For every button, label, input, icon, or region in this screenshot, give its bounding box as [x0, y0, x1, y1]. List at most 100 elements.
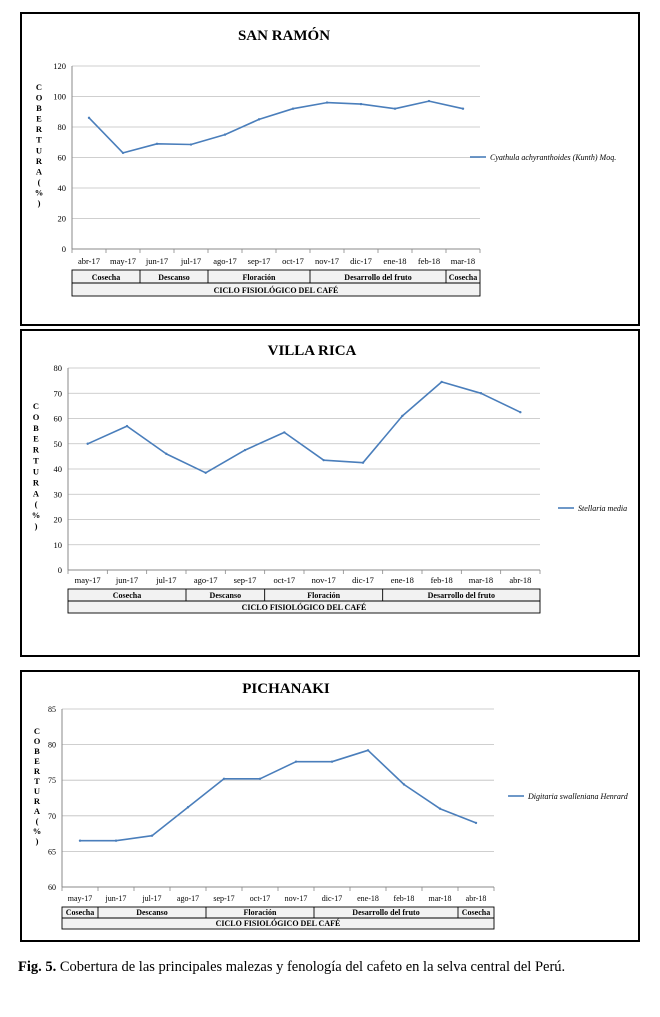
- data-point-pichanaki-11: [474, 821, 478, 825]
- data-point-san-ramon-1: [121, 151, 125, 155]
- legend-label-san-ramon: Cyathula achyranthoides (Kunth) Moq.: [490, 153, 616, 162]
- y-axis-label-letter-pichanaki-11: ): [36, 836, 39, 846]
- x-tick-label-villa-rica-9: feb-18: [431, 575, 453, 585]
- chart-title-san-ramon: SAN RAMÓN: [238, 27, 330, 44]
- y-axis-label-letter-villa-rica-5: T: [33, 456, 39, 466]
- y-axis-label-letter-san-ramon-2: B: [36, 103, 42, 113]
- data-point-pichanaki-10: [438, 807, 442, 810]
- y-axis-label-letter-pichanaki-0: C: [34, 726, 40, 736]
- y-tick-label-villa-rica-6: 60: [54, 414, 63, 424]
- data-point-san-ramon-6: [291, 107, 295, 110]
- y-axis-label-letter-villa-rica-4: R: [33, 445, 40, 455]
- y-axis-label-letter-san-ramon-9: (: [38, 177, 41, 187]
- figure-caption: Fig. 5. Cobertura de las principales mal…: [18, 956, 648, 978]
- data-point-pichanaki-7: [330, 760, 334, 763]
- x-tick-label-san-ramon-1: may-17: [110, 256, 136, 266]
- phase-label-pichanaki-4: Cosecha: [462, 908, 490, 917]
- data-point-villa-rica-11: [519, 410, 522, 414]
- data-point-villa-rica-1: [125, 424, 129, 428]
- y-tick-label-villa-rica-7: 70: [54, 388, 63, 398]
- data-point-villa-rica-2: [165, 452, 168, 456]
- x-tick-label-villa-rica-5: oct-17: [273, 575, 295, 585]
- data-point-pichanaki-3: [186, 806, 190, 809]
- y-axis-label-letter-san-ramon-6: U: [36, 145, 42, 155]
- y-axis-label-letter-villa-rica-8: A: [33, 488, 40, 498]
- x-tick-label-san-ramon-7: nov-17: [315, 256, 339, 266]
- y-axis-label-letter-san-ramon-7: R: [36, 156, 43, 166]
- y-axis-label-letter-pichanaki-9: (: [36, 816, 39, 826]
- x-tick-label-san-ramon-11: mar-18: [451, 256, 475, 266]
- y-tick-label-villa-rica-0: 0: [58, 565, 62, 575]
- x-tick-label-san-ramon-6: oct-17: [282, 256, 304, 266]
- x-tick-label-san-ramon-2: jun-17: [145, 256, 168, 266]
- y-axis-label-letter-villa-rica-1: O: [33, 412, 40, 422]
- data-point-san-ramon-7: [325, 101, 329, 104]
- data-point-pichanaki-6: [294, 760, 298, 763]
- data-point-san-ramon-2: [155, 142, 159, 145]
- y-tick-label-san-ramon-1: 20: [58, 214, 67, 224]
- y-axis-label-letter-san-ramon-0: C: [36, 82, 42, 92]
- legend-label-villa-rica: Stellaria media: [578, 504, 627, 513]
- phase-label-villa-rica-2: Floración: [307, 591, 340, 600]
- x-tick-label-pichanaki-4: sep-17: [213, 894, 234, 903]
- data-point-villa-rica-10: [479, 392, 483, 395]
- data-point-san-ramon-10: [427, 99, 431, 103]
- y-tick-label-san-ramon-2: 40: [58, 183, 67, 193]
- y-tick-label-pichanaki-1: 65: [48, 847, 56, 856]
- data-point-pichanaki-9: [402, 783, 406, 786]
- data-point-villa-rica-6: [322, 458, 325, 462]
- y-tick-label-san-ramon-0: 0: [62, 244, 66, 254]
- y-tick-label-villa-rica-4: 40: [54, 464, 63, 474]
- y-tick-label-pichanaki-2: 70: [48, 812, 56, 821]
- x-tick-label-pichanaki-2: jul-17: [141, 894, 161, 903]
- chart-panel-pichanaki: PICHANAKI 60 65 70 75 80 85 may-17 jun-17 jul-17 a…: [20, 670, 640, 942]
- y-axis-label-letter-villa-rica-9: (: [35, 499, 38, 509]
- phase-label-san-ramon-0: Cosecha: [92, 273, 120, 282]
- chart-title-pichanaki: PICHANAKI: [242, 681, 330, 697]
- phase-label-san-ramon-2: Floración: [243, 273, 276, 282]
- data-point-san-ramon-11: [461, 107, 465, 110]
- y-tick-label-villa-rica-2: 20: [54, 515, 63, 525]
- y-axis-label-letter-san-ramon-10: %: [35, 187, 44, 197]
- y-tick-label-villa-rica-8: 80: [54, 363, 63, 373]
- phase-label-villa-rica-3: Desarrollo del fruto: [428, 591, 495, 600]
- y-axis-label-letter-villa-rica-3: E: [33, 434, 39, 444]
- phase-label-villa-rica-1: Descanso: [210, 591, 242, 600]
- y-tick-label-pichanaki-3: 75: [48, 776, 56, 785]
- phase-label-san-ramon-4: Cosecha: [449, 273, 477, 282]
- data-point-san-ramon-8: [359, 102, 363, 106]
- chart-svg-pichanaki: PICHANAKI 60 65 70 75 80 85 may-17 jun-17 jul-17 a…: [33, 681, 629, 930]
- phase-label-pichanaki-0: Cosecha: [66, 908, 94, 917]
- data-point-villa-rica-0: [86, 442, 89, 445]
- phase-label-pichanaki-1: Descanso: [136, 908, 168, 917]
- y-axis-label-letter-villa-rica-2: B: [33, 423, 39, 433]
- y-axis-label-letter-pichanaki-6: U: [34, 786, 40, 796]
- x-tick-label-villa-rica-8: ene-18: [391, 575, 414, 585]
- phase-label-pichanaki-2: Floración: [244, 908, 277, 917]
- x-tick-label-pichanaki-11: abr-18: [466, 894, 487, 903]
- x-tick-label-villa-rica-7: dic-17: [352, 575, 374, 585]
- phase-label-pichanaki-3: Desarrollo del fruto: [352, 908, 419, 917]
- y-axis-label-letter-pichanaki-3: E: [34, 756, 40, 766]
- x-tick-label-pichanaki-1: jun-17: [105, 894, 127, 903]
- y-tick-label-villa-rica-3: 30: [54, 489, 63, 499]
- x-tick-label-pichanaki-9: feb-18: [394, 894, 415, 903]
- data-point-san-ramon-5: [257, 118, 261, 121]
- y-tick-label-san-ramon-4: 80: [58, 122, 67, 132]
- y-axis-label-letter-san-ramon-5: T: [36, 135, 42, 145]
- y-axis-label-letter-villa-rica-6: U: [33, 466, 39, 476]
- chart-title-villa-rica: VILLA RICA: [268, 343, 357, 359]
- x-tick-label-pichanaki-8: ene-18: [357, 894, 379, 903]
- data-point-villa-rica-5: [283, 431, 286, 434]
- data-point-pichanaki-1: [114, 839, 118, 842]
- y-axis-label-letter-villa-rica-7: R: [33, 477, 40, 487]
- data-point-pichanaki-8: [366, 749, 370, 752]
- x-tick-label-villa-rica-3: ago-17: [194, 575, 218, 585]
- y-axis-label-letter-san-ramon-4: R: [36, 124, 43, 134]
- data-point-villa-rica-3: [204, 471, 207, 474]
- x-tick-label-san-ramon-5: sep-17: [248, 256, 271, 266]
- data-point-pichanaki-0: [78, 839, 82, 842]
- x-tick-label-san-ramon-8: dic-17: [350, 256, 372, 266]
- x-tick-label-pichanaki-10: mar-18: [429, 894, 452, 903]
- x-tick-label-villa-rica-0: may-17: [75, 575, 101, 585]
